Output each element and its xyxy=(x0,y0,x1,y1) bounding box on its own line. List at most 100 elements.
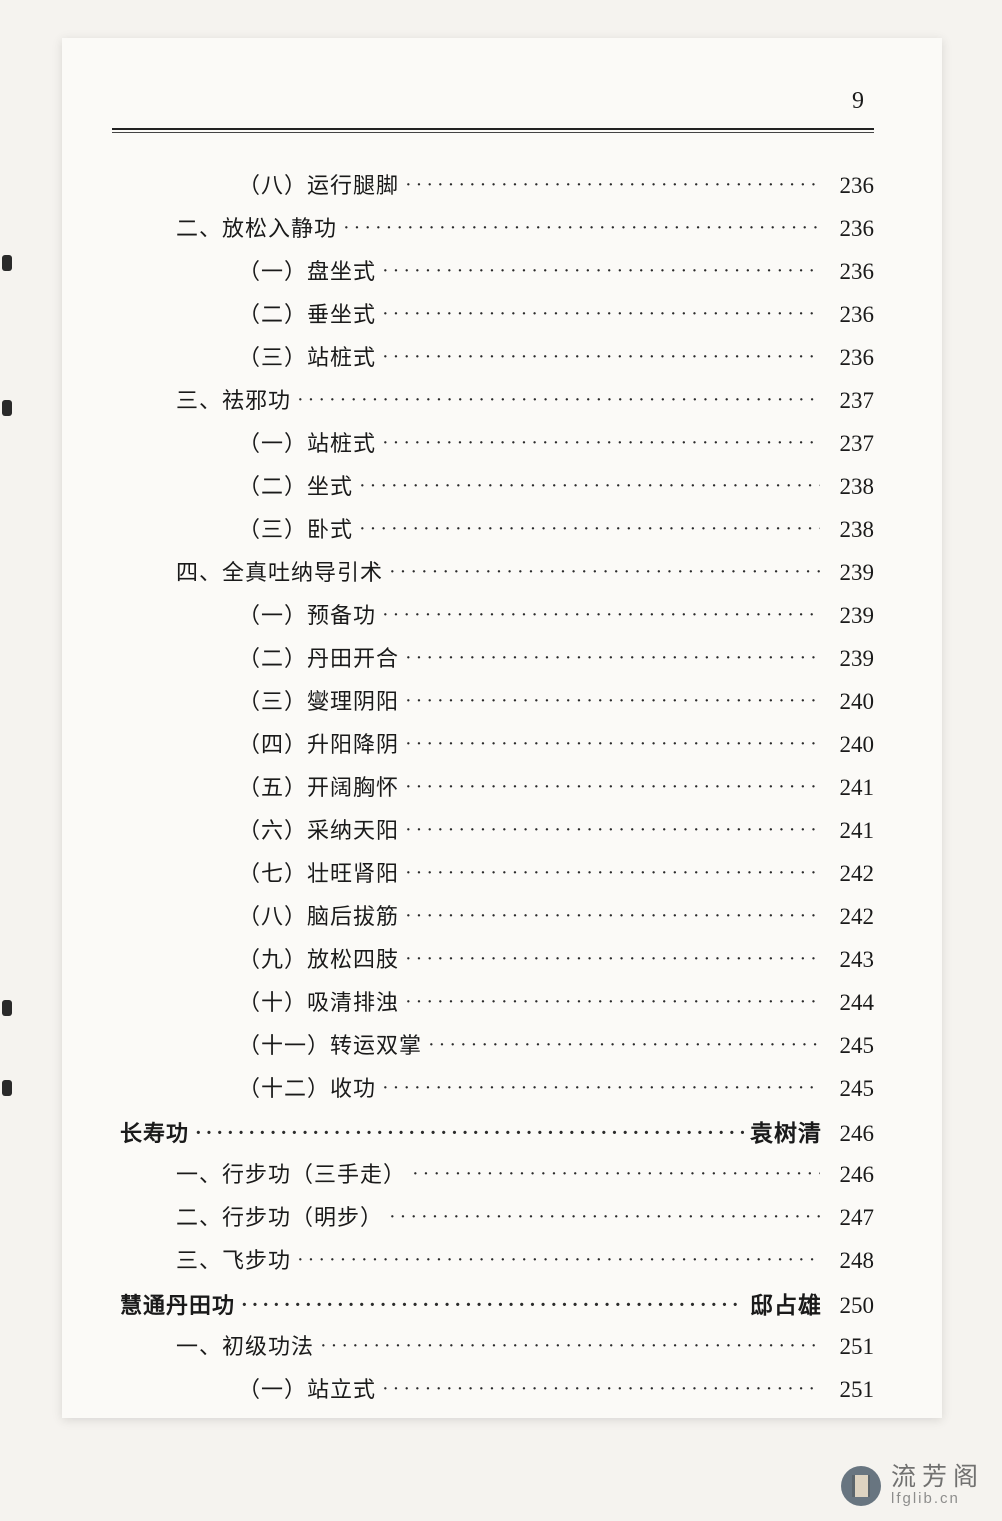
page-number: 9 xyxy=(852,88,864,115)
toc-page: 239 xyxy=(826,560,874,586)
watermark-badge xyxy=(841,1466,881,1506)
toc-row: 三、祛邪功 237 xyxy=(120,383,874,426)
toc-page: 237 xyxy=(826,431,874,457)
toc-page: 243 xyxy=(826,947,874,973)
toc-label: （二）坐式 xyxy=(120,469,353,501)
toc-page: 236 xyxy=(826,345,874,371)
toc-page: 248 xyxy=(826,1248,874,1274)
toc-row: 四、全真吐纳导引术 239 xyxy=(120,555,874,598)
toc-leader-dots xyxy=(382,303,820,326)
toc-leader-dots xyxy=(382,604,820,627)
toc-leader-dots xyxy=(195,1122,744,1145)
toc-label: （八）运行腿脚 xyxy=(120,168,399,200)
toc-row: （十一）转运双掌 245 xyxy=(120,1028,874,1071)
toc-label: （五）开阔胸怀 xyxy=(120,770,399,802)
toc-row: （二）丹田开合239 xyxy=(120,641,874,684)
toc-row: （八）脑后拔筋242 xyxy=(120,899,874,942)
toc-leader-dots xyxy=(343,217,820,240)
toc-page: 236 xyxy=(826,173,874,199)
toc-row: （三）卧式238 xyxy=(120,512,874,555)
toc-leader-dots xyxy=(359,475,820,498)
toc-label: （一）盘坐式 xyxy=(120,254,376,286)
toc-page: 251 xyxy=(826,1334,874,1360)
toc-leader-dots xyxy=(382,260,820,283)
toc-row: （三）燮理阴阳240 xyxy=(120,684,874,727)
toc-page: 247 xyxy=(826,1205,874,1231)
toc-leader-dots xyxy=(405,862,820,885)
watermark-en: lfglib.cn xyxy=(891,1491,984,1507)
toc-label: 四、全真吐纳导引术 xyxy=(120,555,383,587)
toc-leader-dots xyxy=(359,518,820,541)
toc-label: （六）采纳天阳 xyxy=(120,813,399,845)
scan-artifact xyxy=(2,400,12,416)
toc-page: 241 xyxy=(826,818,874,844)
toc-label: 二、行步功（明步） xyxy=(120,1200,383,1232)
toc-label: （三）燮理阴阳 xyxy=(120,684,399,716)
toc-row: （十）吸清排浊 244 xyxy=(120,985,874,1028)
toc-row: （五）开阔胸怀 241 xyxy=(120,770,874,813)
toc-page: 239 xyxy=(826,603,874,629)
toc-label: 一、行步功（三手走） xyxy=(120,1157,406,1189)
toc-page: 237 xyxy=(826,388,874,414)
watermark-text: 流芳阁 lfglib.cn xyxy=(891,1465,984,1507)
toc-label: （七）壮旺肾阳 xyxy=(120,856,399,888)
watermark: 流芳阁 lfglib.cn xyxy=(841,1465,984,1507)
toc-leader-dots xyxy=(382,432,820,455)
toc-page: 242 xyxy=(826,861,874,887)
toc-author: 邸占雄 xyxy=(750,1286,822,1320)
toc-page: 236 xyxy=(826,302,874,328)
toc-label: 慧通丹田功 xyxy=(120,1288,235,1320)
toc-page: 238 xyxy=(826,517,874,543)
toc-page: 239 xyxy=(826,646,874,672)
toc-row: 一、行步功（三手走） 246 xyxy=(120,1157,874,1200)
toc-page: 244 xyxy=(826,990,874,1016)
toc-leader-dots xyxy=(389,1206,820,1229)
toc-leader-dots xyxy=(405,948,820,971)
toc-leader-dots xyxy=(297,389,820,412)
toc-leader-dots xyxy=(405,776,820,799)
watermark-cn: 流芳阁 xyxy=(891,1465,984,1491)
toc-leader-dots xyxy=(382,1077,820,1100)
toc-label: （一）预备功 xyxy=(120,598,376,630)
toc-label: 长寿功 xyxy=(120,1116,189,1148)
toc-row: （七）壮旺肾阳 242 xyxy=(120,856,874,899)
document-page: 9 （八）运行腿脚236二、放松入静功236（一）盘坐式236（二）垂坐式236… xyxy=(62,38,942,1418)
toc-page: 238 xyxy=(826,474,874,500)
toc-leader-dots xyxy=(389,561,820,584)
toc-row: 二、行步功（明步） 247 xyxy=(120,1200,874,1243)
toc-row: 一、初级功法 251 xyxy=(120,1329,874,1372)
toc-label: （二）垂坐式 xyxy=(120,297,376,329)
toc-label: （十二）收功 xyxy=(120,1071,376,1103)
toc-label: （十一）转运双掌 xyxy=(120,1028,422,1060)
toc-leader-dots xyxy=(297,1249,820,1272)
toc-leader-dots xyxy=(405,905,820,928)
toc-page: 246 xyxy=(826,1162,874,1188)
toc-label: （十）吸清排浊 xyxy=(120,985,399,1017)
toc-page: 236 xyxy=(826,216,874,242)
toc-row: （九）放松四肢243 xyxy=(120,942,874,985)
toc-row: 二、放松入静功236 xyxy=(120,211,874,254)
toc-leader-dots xyxy=(405,690,820,713)
toc-leader-dots xyxy=(405,819,820,842)
toc-row: （三）站桩式236 xyxy=(120,340,874,383)
toc-label: 一、初级功法 xyxy=(120,1329,314,1361)
toc-label: 三、祛邪功 xyxy=(120,383,291,415)
toc-page: 242 xyxy=(826,904,874,930)
toc-page: 241 xyxy=(826,775,874,801)
toc-row: （二）坐式 238 xyxy=(120,469,874,512)
toc-row: 慧通丹田功邸占雄250 xyxy=(120,1286,874,1329)
toc-row: （一）盘坐式236 xyxy=(120,254,874,297)
toc-leader-dots xyxy=(405,174,820,197)
toc-page: 245 xyxy=(826,1033,874,1059)
toc-row: （一）站立式251 xyxy=(120,1372,874,1415)
scan-artifact xyxy=(2,1000,12,1016)
toc-label: 三、飞步功 xyxy=(120,1243,291,1275)
toc-leader-dots xyxy=(412,1163,820,1186)
scan-artifact xyxy=(2,1080,12,1096)
header-rule-thin xyxy=(112,132,874,133)
toc-row: （二）垂坐式 236 xyxy=(120,297,874,340)
toc-row: （一）预备功 239 xyxy=(120,598,874,641)
toc-leader-dots xyxy=(428,1034,820,1057)
toc-label: （四）升阳降阴 xyxy=(120,727,399,759)
toc-label: （一）站桩式 xyxy=(120,426,376,458)
